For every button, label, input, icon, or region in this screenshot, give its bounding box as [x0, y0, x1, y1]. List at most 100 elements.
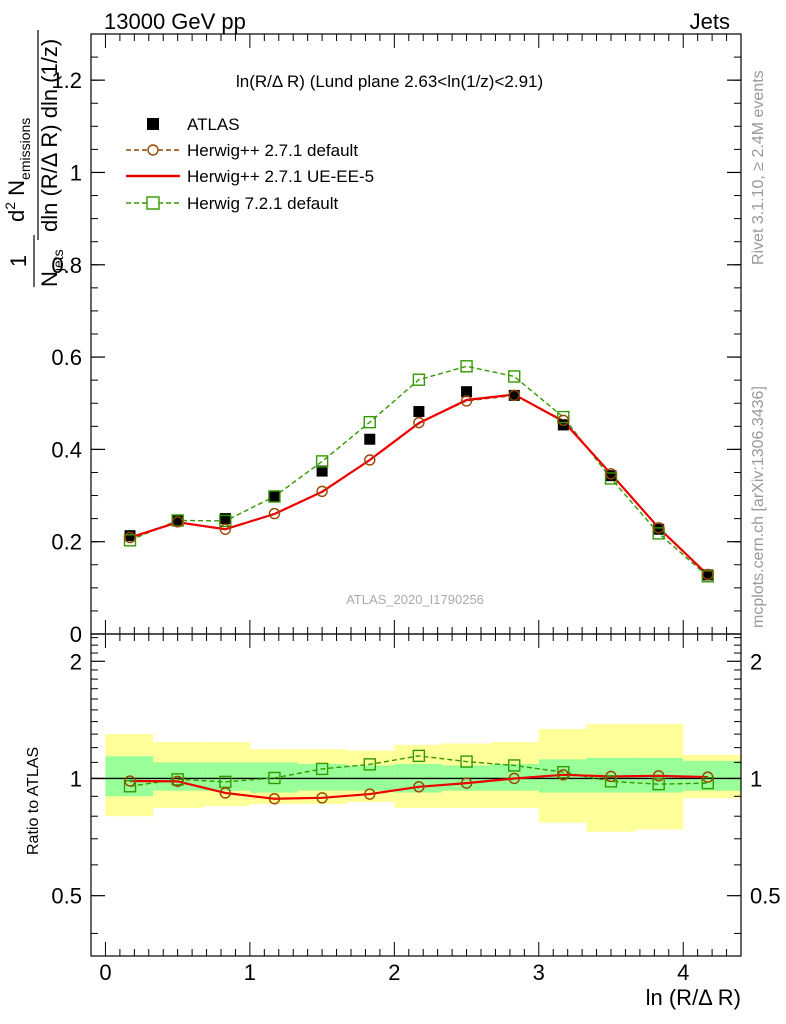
legend-label-2: Herwig++ 2.7.1 UE-EE-5 [187, 167, 374, 186]
main-ytick-label-3: 0.6 [51, 345, 82, 370]
xtick-label-0: 0 [99, 960, 111, 985]
herwigpp-default-point-9 [557, 414, 570, 427]
ratio-herwigpp-default-point-6 [413, 781, 425, 793]
herwig7-point-2 [219, 514, 232, 528]
ratio-herwigpp-default-point-0 [124, 775, 136, 787]
herwig7-point-4 [315, 455, 329, 468]
herwigpp-default-point-0 [124, 531, 136, 544]
herwig7-point-9 [557, 410, 570, 424]
watermark: ATLAS_2020_I1790256 [346, 592, 484, 607]
atlas-point-1 [172, 514, 184, 526]
atlas-point-3 [268, 491, 280, 503]
ratio-herwig7-point-12 [701, 776, 714, 790]
legend: ATLAS Herwig++ 2.7.1 default Herwig++ 2.7.… [126, 115, 374, 213]
xtick-label-2: 2 [388, 960, 400, 985]
main-ytick-label-2: 0.4 [51, 437, 82, 462]
legend-item-0: ATLAS [147, 115, 240, 134]
ratio-herwigpp-default-point-5 [364, 788, 376, 800]
ratio-ytick-label-right-1: 1 [750, 766, 762, 791]
herwigpp-default-point-7 [460, 395, 473, 407]
main-y-axis-label: 1 Njets d2 Nemissions dln (R/Δ R) dln (1… [2, 30, 66, 287]
ratio-herwig7-point-0 [123, 780, 137, 793]
herwig7-point-8 [508, 370, 521, 383]
ratio-herwig7-point-7 [460, 755, 473, 768]
ratio-ytick-label-2: 2 [70, 649, 82, 674]
herwig7-point-3 [268, 490, 281, 503]
ratio-herwig7-point-4 [315, 762, 329, 776]
main-ytick-label-6: 1.2 [51, 68, 82, 93]
xtick-label-1: 1 [244, 960, 256, 985]
herwigpp-default-point-2 [219, 523, 232, 535]
main-ytick-label-1: 0.2 [51, 530, 82, 555]
ratio-herwigpp-default-point-1 [171, 775, 184, 788]
ratio-herwig7-point-3 [268, 771, 281, 785]
legend-item-3: Herwig 7.2.1 default [126, 194, 338, 213]
header-left: 13000 GeV pp [104, 9, 246, 34]
ratio-y-axis-label: Ratio to ATLAS [25, 747, 42, 855]
legend-marker-square [146, 196, 160, 210]
ratio-herwigpp-default-point-9 [557, 769, 570, 781]
xtick-label-3: 3 [533, 960, 545, 985]
line-herwig7 [129, 365, 709, 577]
ratio-ytick-label-0: 0.5 [51, 884, 82, 909]
plot-title: ln(R/Δ R) (Lund plane 2.63<ln(1/z)<2.91) [236, 72, 543, 91]
ratio-ytick-label-right-0: 0.5 [750, 884, 781, 909]
herwig7-point-6 [412, 373, 426, 386]
ratio-plot-series [123, 749, 714, 805]
main-ytick-label-0: 0 [70, 622, 82, 647]
atlas-point-10 [605, 470, 617, 482]
ratio-ytick-label-right-2: 2 [750, 649, 762, 674]
ylabel-njets: Njets [37, 249, 66, 287]
herwig7-point-7 [460, 360, 473, 373]
main-ytick-label-4: 0.8 [51, 253, 82, 278]
legend-item-1: Herwig++ 2.7.1 default [126, 141, 358, 160]
ratio-herwigpp-default-point-10 [605, 770, 617, 783]
ratio-herwigpp-default-point-4 [316, 792, 328, 804]
ylabel-denominator: dln (R/Δ R) dln (1/z) [37, 39, 62, 232]
herwig7-point-5 [363, 415, 376, 429]
ratio-herwig7-point-8 [508, 759, 521, 772]
ratio-herwig7-point-10 [604, 775, 618, 788]
ratio-herwig7-point-11 [652, 777, 665, 791]
herwigpp-default-point-6 [413, 416, 425, 429]
herwig7-point-0 [123, 534, 137, 547]
ratio-herwig7-point-6 [412, 749, 426, 763]
atlas-point-12 [702, 569, 714, 581]
herwigpp-default-point-12 [702, 568, 714, 581]
x-axis-label: ln (R/Δ R) [646, 985, 741, 1010]
ratio-herwigpp-default-point-3 [268, 793, 281, 805]
main-plot-series [123, 360, 714, 583]
herwig7-point-12 [701, 570, 714, 583]
main-ytick-label-5: 1 [70, 160, 82, 185]
ratio-herwigpp-default-point-7 [460, 777, 473, 789]
legend-label-1: Herwig++ 2.7.1 default [187, 141, 358, 160]
herwigpp-default-point-4 [316, 485, 328, 498]
atlas-point-0 [124, 530, 136, 542]
atlas-point-2 [219, 513, 231, 525]
atlas-point-5 [364, 433, 376, 445]
line-herwigpp-ueee5 [129, 393, 709, 576]
atlas-point-7 [461, 386, 473, 398]
ratio-line-herwig7 [129, 755, 708, 787]
atlas-point-11 [653, 523, 665, 535]
herwigpp-default-point-3 [268, 507, 281, 520]
herwigpp-default-point-1 [171, 516, 184, 528]
atlas-point-4 [316, 465, 328, 477]
herwigpp-default-point-10 [605, 468, 617, 480]
legend-item-2: Herwig++ 2.7.1 UE-EE-5 [126, 167, 374, 186]
legend-marker-circle [147, 144, 159, 156]
atlas-point-8 [508, 389, 520, 401]
header-right: Jets [690, 9, 730, 34]
ratio-plot-axes: 0.5 0.5 1 1 2 2 0 1 2 3 4 [51, 634, 781, 985]
ratio-herwigpp-default-point-2 [219, 787, 232, 799]
legend-marker-atlas [147, 118, 159, 130]
herwigpp-default-point-5 [364, 454, 376, 466]
ylabel-numerator: d2 Nemissions [2, 118, 33, 222]
ratio-ytick-label-1: 1 [70, 766, 82, 791]
legend-label-0: ATLAS [187, 115, 240, 134]
ratio-plot-frame [90, 633, 742, 957]
legend-label-3: Herwig 7.2.1 default [187, 194, 338, 213]
herwigpp-default-point-8 [508, 389, 520, 402]
main-plot-axes: 0 0.2 0.4 0.6 0.8 1 1.2 [51, 33, 742, 647]
